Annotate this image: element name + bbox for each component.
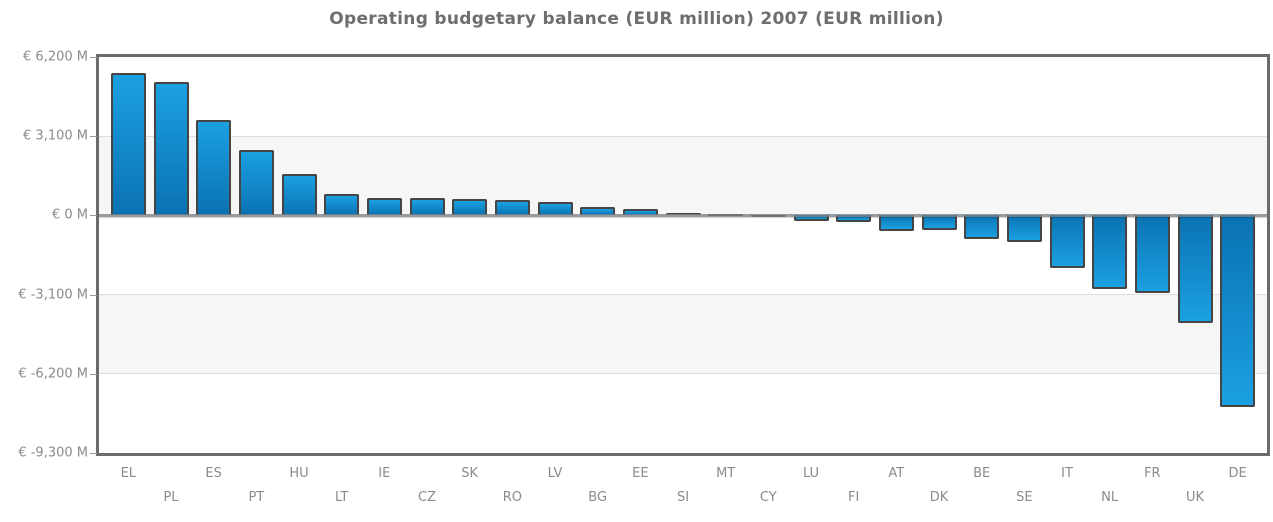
- bar-lu[interactable]: [793, 215, 829, 221]
- bar-si[interactable]: [665, 212, 701, 216]
- bar-se[interactable]: [1006, 215, 1042, 242]
- y-tick-mark: [90, 57, 97, 58]
- x-category-label-si: SI: [676, 490, 690, 505]
- x-category-label-el: EL: [120, 466, 137, 481]
- zero-axis-line: [99, 214, 1267, 218]
- x-category-label-de: DE: [1228, 466, 1247, 481]
- x-category-label-dk: DK: [929, 490, 949, 505]
- x-category-label-cy: CY: [759, 490, 777, 505]
- x-category-label-be: BE: [973, 466, 991, 481]
- bar-pl[interactable]: [153, 82, 189, 216]
- x-category-label-lu: LU: [802, 466, 820, 481]
- x-category-label-es: ES: [205, 466, 222, 481]
- x-category-label-mt: MT: [716, 466, 736, 481]
- bar-ee[interactable]: [622, 208, 658, 216]
- x-category-label-it: IT: [1061, 466, 1073, 481]
- bar-el[interactable]: [110, 73, 146, 216]
- x-category-label-hu: HU: [289, 466, 309, 481]
- bar-fr[interactable]: [1134, 215, 1170, 293]
- y-tick-mark: [90, 373, 97, 375]
- bar-lv[interactable]: [537, 202, 573, 216]
- bar-hu[interactable]: [281, 174, 317, 216]
- y-tick-label: € 0 M: [51, 207, 88, 223]
- y-tick-mark: [90, 215, 97, 217]
- y-tick-label: € -3,100 M: [18, 287, 88, 303]
- bar-sk[interactable]: [452, 199, 488, 216]
- y-tick-label: € -6,200 M: [18, 366, 88, 382]
- x-category-label-ee: EE: [632, 466, 649, 481]
- x-category-label-cz: CZ: [418, 490, 436, 505]
- chart-title: Operating budgetary balance (EUR million…: [329, 9, 944, 29]
- x-category-label-se: SE: [1016, 490, 1033, 505]
- y-tick-label: € -9,300 M: [18, 445, 88, 461]
- bar-at[interactable]: [878, 215, 914, 231]
- x-category-label-sk: SK: [461, 466, 479, 481]
- x-category-label-ro: RO: [502, 490, 522, 505]
- bar-de[interactable]: [1220, 215, 1256, 407]
- bar-be[interactable]: [964, 215, 1000, 240]
- x-category-label-bg: BG: [588, 490, 608, 505]
- bar-uk[interactable]: [1177, 215, 1213, 323]
- y-tick-mark: [90, 453, 97, 454]
- plot-area: [96, 54, 1270, 456]
- gridline: [99, 373, 1267, 375]
- x-category-label-uk: UK: [1185, 490, 1205, 505]
- y-tick-label: € 6,200 M: [23, 49, 88, 65]
- y-tick-label: € 3,100 M: [23, 128, 88, 144]
- bar-nl[interactable]: [1092, 215, 1128, 290]
- gridline: [99, 135, 1267, 137]
- bar-fi[interactable]: [836, 215, 872, 222]
- bar-lt[interactable]: [324, 194, 360, 216]
- x-category-label-pl: PL: [163, 490, 179, 505]
- bar-ie[interactable]: [366, 197, 402, 216]
- x-category-label-nl: NL: [1101, 490, 1119, 505]
- x-category-label-fi: FI: [848, 490, 860, 505]
- bar-bg[interactable]: [580, 206, 616, 216]
- x-category-label-at: AT: [888, 466, 905, 481]
- y-tick-mark: [90, 136, 97, 138]
- bar-ro[interactable]: [494, 200, 530, 216]
- bar-dk[interactable]: [921, 215, 957, 231]
- x-category-label-ie: IE: [378, 466, 391, 481]
- bar-it[interactable]: [1049, 215, 1085, 269]
- gridline: [99, 294, 1267, 296]
- bar-pt[interactable]: [238, 149, 274, 216]
- bar-cz[interactable]: [409, 198, 445, 216]
- x-category-label-lv: LV: [547, 466, 563, 481]
- y-tick-mark: [90, 294, 97, 296]
- x-category-label-fr: FR: [1144, 466, 1161, 481]
- x-category-label-lt: LT: [334, 490, 349, 505]
- x-category-label-pt: PT: [248, 490, 265, 505]
- bar-es[interactable]: [196, 120, 232, 216]
